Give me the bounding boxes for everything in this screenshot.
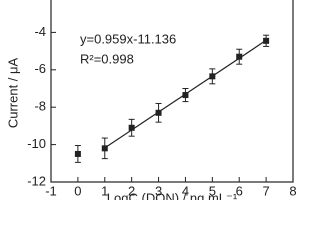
point bbox=[182, 92, 189, 99]
y-tick-label: -10 bbox=[27, 136, 46, 151]
x-tick-label: 7 bbox=[262, 183, 269, 198]
x-tick-label: 4 bbox=[182, 183, 189, 198]
plot-frame bbox=[50, 0, 294, 183]
y-tick-label: -12 bbox=[27, 173, 46, 188]
r-squared: R²=0.998 bbox=[80, 51, 134, 66]
equation: y=0.959x-11.136 bbox=[80, 31, 176, 46]
y-tick-label: -8 bbox=[34, 99, 46, 114]
y-axis-label: Current / μA bbox=[5, 58, 20, 129]
point bbox=[263, 37, 270, 44]
point bbox=[128, 124, 135, 131]
chart: y=0.959x-11.136 R²=0.998 Current / μA Lo… bbox=[5, 0, 297, 200]
y-tick-label: -2 bbox=[34, 0, 46, 1]
x-tick-label: -1 bbox=[45, 183, 57, 198]
x-tick-label: 6 bbox=[236, 183, 243, 198]
x-tick-label: 2 bbox=[128, 183, 135, 198]
y-tick-label: -6 bbox=[34, 61, 46, 76]
x-tick-label: 3 bbox=[155, 183, 162, 198]
point bbox=[155, 109, 162, 116]
point bbox=[74, 150, 81, 157]
x-tick-label: 8 bbox=[289, 183, 296, 198]
x-tick-label: 5 bbox=[209, 183, 216, 198]
point bbox=[236, 53, 243, 60]
x-tick-label: 0 bbox=[74, 183, 81, 198]
point bbox=[209, 73, 216, 80]
x-axis-label: LogC (DON) / ng mL⁻¹ bbox=[107, 190, 238, 200]
y-tick-label: -4 bbox=[34, 24, 46, 39]
x-tick-label: 1 bbox=[101, 183, 108, 198]
point bbox=[101, 145, 108, 152]
